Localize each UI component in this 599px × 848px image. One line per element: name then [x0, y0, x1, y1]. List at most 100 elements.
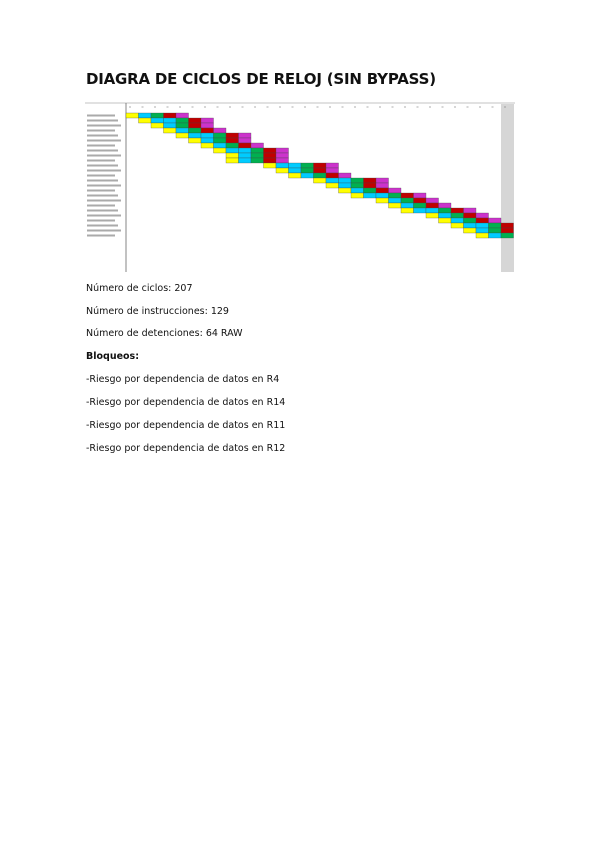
pipeline-cell	[338, 182, 352, 189]
pipeline-cell	[288, 162, 302, 169]
pipeline-cell	[163, 122, 177, 129]
pipeline-cell	[175, 112, 189, 119]
pipeline-cell	[188, 127, 202, 134]
row-label	[87, 204, 115, 207]
pipeline-cell	[438, 207, 452, 214]
row-label	[87, 169, 121, 172]
row-label	[87, 134, 118, 137]
pipeline-cell	[450, 212, 464, 219]
pipeline-cell	[438, 202, 452, 209]
pipeline-cell	[475, 212, 489, 219]
pipeline-cell	[225, 157, 239, 164]
row-label	[87, 149, 118, 152]
row-label	[87, 159, 115, 162]
row-label	[87, 179, 118, 182]
row-label	[87, 124, 121, 127]
row-label	[87, 129, 115, 132]
shaded-column	[501, 104, 514, 272]
pipeline-cell	[213, 127, 227, 134]
pipeline-cell	[213, 137, 227, 144]
pipeline-cell	[413, 197, 427, 204]
pipeline-cell	[188, 132, 202, 139]
row-label	[87, 164, 118, 167]
pipeline-cell	[150, 117, 164, 124]
pipeline-cell	[150, 122, 164, 129]
pipeline-cell	[175, 117, 189, 124]
pipeline-cell	[350, 192, 364, 199]
row-label	[87, 189, 115, 192]
pipeline-cell	[125, 112, 139, 119]
pipeline-cell	[475, 232, 489, 239]
pipeline-cell	[388, 197, 402, 204]
pipeline-cell	[250, 142, 264, 149]
risk-item: -Riesgo por dependencia de datos en R12	[86, 443, 286, 454]
pipeline-cell	[313, 177, 327, 184]
pipeline-cell	[450, 207, 464, 214]
pipeline-cell	[175, 122, 189, 129]
row-label	[87, 139, 121, 142]
pipeline-cell	[388, 192, 402, 199]
pipeline-cell	[225, 142, 239, 149]
pipeline-cell	[413, 192, 427, 199]
row-label	[87, 219, 115, 222]
pipeline-cell	[475, 222, 489, 229]
risk-item: -Riesgo por dependencia de datos en R14	[86, 397, 286, 408]
pipeline-cell	[363, 182, 377, 189]
pipeline-cell	[463, 207, 477, 214]
pipeline-cell	[225, 137, 239, 144]
row-label	[87, 119, 118, 122]
pipeline-cell	[500, 232, 514, 239]
pipeline-cell	[313, 167, 327, 174]
pipeline-cell	[238, 132, 252, 139]
pipeline-cell	[238, 157, 252, 164]
pipeline-cell	[238, 152, 252, 159]
pipeline-cell	[300, 172, 314, 179]
pipeline-cell	[238, 137, 252, 144]
pipeline-cell	[413, 202, 427, 209]
pipeline-cell	[425, 202, 439, 209]
pipeline-cell	[225, 152, 239, 159]
pipeline-cell	[250, 157, 264, 164]
row-label	[87, 234, 115, 237]
pipeline-cell	[200, 117, 214, 124]
pipeline-cell	[263, 162, 277, 169]
pipeline-cell	[275, 147, 289, 154]
pipeline-cell	[275, 167, 289, 174]
pipeline-cell	[488, 222, 502, 229]
pipeline-cell	[275, 157, 289, 164]
instructions: Número de instrucciones: 129	[86, 306, 229, 317]
pipeline-cell	[188, 137, 202, 144]
pipeline-cell	[225, 147, 239, 154]
pipeline-cell	[250, 147, 264, 154]
pipeline-cell	[438, 217, 452, 224]
pipeline-cell	[300, 162, 314, 169]
pipeline-cell	[200, 127, 214, 134]
pipeline-cell	[425, 207, 439, 214]
pipeline-cell	[450, 217, 464, 224]
pipeline-cell	[463, 217, 477, 224]
pipeline-cell	[213, 147, 227, 154]
pipeline-cell	[313, 172, 327, 179]
pipeline-cell	[200, 122, 214, 129]
pipeline-cell	[375, 197, 389, 204]
pipeline-cell	[363, 177, 377, 184]
pipeline-cell	[450, 222, 464, 229]
pipeline-cell	[438, 212, 452, 219]
pipeline-cell	[350, 177, 364, 184]
pipeline-cell	[388, 202, 402, 209]
pipeline-cell	[275, 152, 289, 159]
pipeline-diagram	[85, 102, 515, 272]
title: DIAGRA DE CICLOS DE RELOJ (SIN BYPASS)	[86, 70, 436, 88]
pipeline-cell	[338, 187, 352, 194]
pipeline-cell	[163, 112, 177, 119]
pipeline-cell	[413, 207, 427, 214]
row-label	[87, 224, 118, 227]
pipeline-cell	[238, 142, 252, 149]
row-label	[87, 154, 121, 157]
pipeline-cell	[388, 187, 402, 194]
pipeline-cell	[213, 132, 227, 139]
pipeline-cell	[375, 192, 389, 199]
pipeline-cell	[263, 147, 277, 154]
pipeline-cell	[213, 142, 227, 149]
